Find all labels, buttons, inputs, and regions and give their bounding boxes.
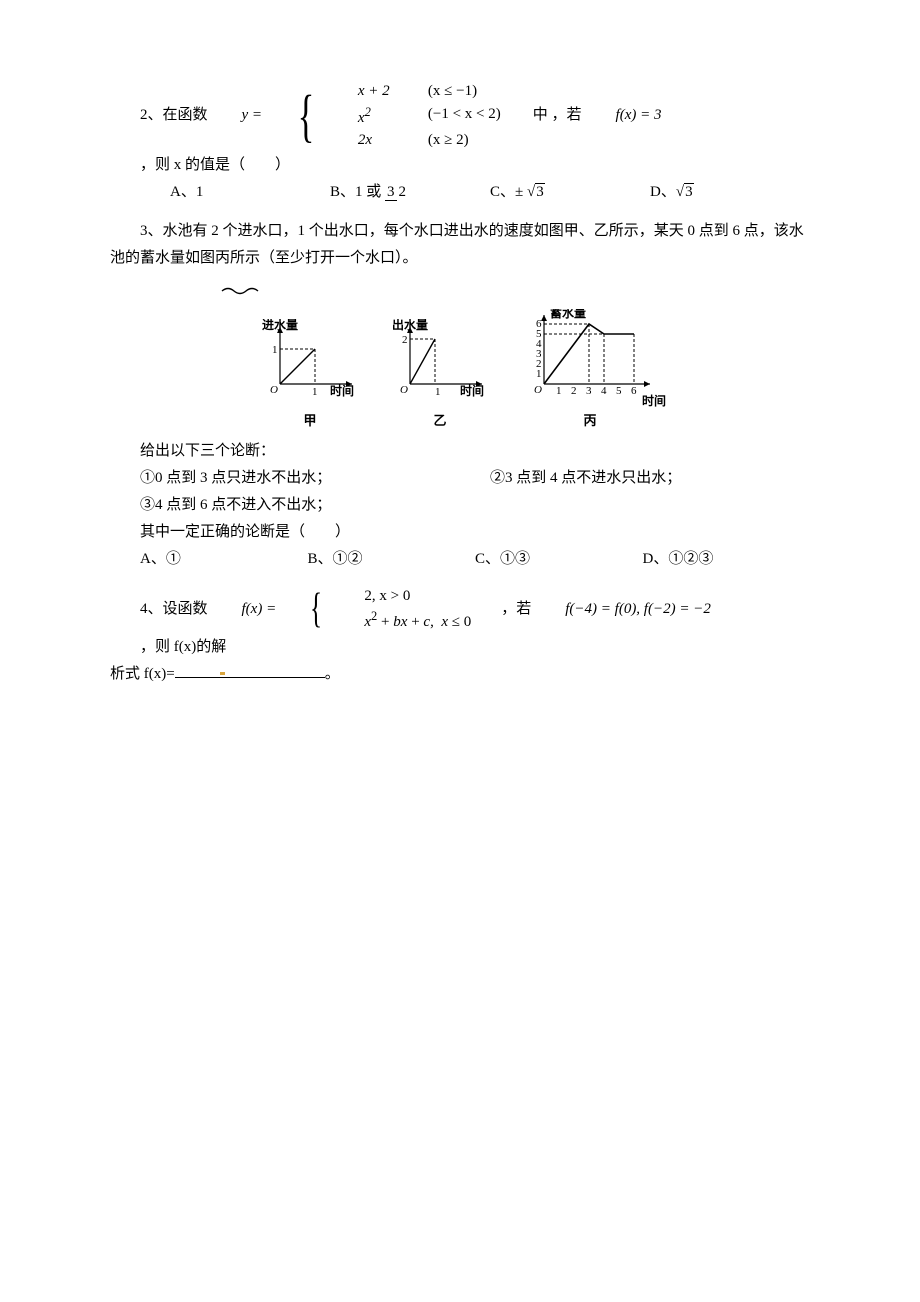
q3-stmt2: ②3 点到 4 点不进水只出水；	[460, 465, 810, 492]
chart-yi: 2 1 O 出水量 时间	[390, 319, 490, 397]
q3-stmt-row1: ①0 点到 3 点只进水不出水； ②3 点到 4 点不进水只出水；	[110, 465, 810, 492]
q4-line2-pre: 析式 f(x)=	[110, 666, 175, 682]
q4-line2: 析式 f(x)= 。	[110, 661, 810, 688]
q3-optA: A、①	[140, 546, 308, 573]
sqrt-icon: √3	[527, 183, 545, 200]
fig-yi-label: 乙	[390, 409, 490, 432]
left-brace-icon: {	[280, 93, 315, 139]
q2-stem: 2、在函数 y = { x + 2 (x ≤ −1) x2 (−1 < x < …	[110, 80, 810, 179]
q2-lhs: y =	[212, 102, 263, 129]
svg-text:6: 6	[536, 318, 542, 330]
q2-optC: C、± √3	[490, 179, 650, 206]
q4-tail1: ，则 f(x)的解	[110, 634, 226, 661]
q3-options: A、① B、①② C、①③ D、①②③	[110, 546, 810, 573]
question-3: 3、水池有 2 个进水口，1 个出水口，每个水口进出水的速度如图甲、乙所示，某天…	[110, 218, 810, 573]
q2-eq: f(x) = 3	[586, 102, 662, 129]
q3-figures: 1 1 O 进水量 时间 甲 2 1 O 出水量 时间	[110, 309, 810, 432]
fig-jia-label: 甲	[260, 409, 360, 432]
svg-text:6: 6	[631, 385, 637, 397]
svg-text:1: 1	[272, 344, 278, 356]
q3-optD: D、①②③	[643, 546, 811, 573]
q4-line2-end: 。	[325, 666, 340, 682]
answer-blank[interactable]	[175, 662, 325, 678]
question-2: 2、在函数 y = { x + 2 (x ≤ −1) x2 (−1 < x < …	[110, 80, 810, 206]
piece2-expr: x2	[328, 103, 398, 130]
q3-optB: B、①②	[308, 546, 476, 573]
fig-bing-label: 丙	[520, 409, 660, 432]
q4-lhs: f(x) =	[212, 596, 277, 623]
chart-jia: 1 1 O 进水量 时间	[260, 319, 360, 397]
svg-text:4: 4	[601, 385, 607, 397]
q4-sep: ，若	[471, 596, 531, 623]
q3-stmt-head: 给出以下三个论断：	[110, 438, 810, 465]
q2-optB: B、1 或 32	[330, 179, 490, 206]
chart-bing: 1 2 3 4 5 6 1 2 3 4 5 6 O 蓄水量	[520, 309, 660, 397]
figure-yi: 2 1 O 出水量 时间 乙	[390, 319, 490, 432]
svg-text:出水量: 出水量	[392, 319, 428, 332]
q2-mid: 中 ，若	[503, 102, 582, 129]
q2-optA: A、1	[170, 179, 330, 206]
svg-text:5: 5	[616, 385, 622, 397]
q4-prefix: 4、设函数	[110, 596, 208, 623]
q2-prefix: 2、在函数	[110, 102, 208, 129]
piece3-expr: 2x	[328, 129, 398, 152]
figure-jia: 1 1 O 进水量 时间 甲	[260, 319, 360, 432]
svg-text:2: 2	[571, 385, 577, 397]
piece1-cond: (x ≤ −1)	[398, 80, 477, 103]
fraction: 32	[385, 185, 408, 200]
question-4: 4、设函数 f(x) = { 2, x > 0 x2 + bx + c, x ≤…	[110, 585, 810, 688]
svg-text:O: O	[270, 384, 278, 396]
svg-text:时间: 时间	[460, 383, 484, 397]
fig-bing-xlabel: 时间	[642, 391, 666, 413]
svg-text:1: 1	[556, 385, 562, 397]
svg-text:时间: 时间	[330, 383, 354, 397]
svg-text:O: O	[534, 384, 542, 396]
q2-options: A、1 B、1 或 32 C、± √3 D、√3	[110, 179, 810, 206]
q3-prompt: 其中一定正确的论断是（ ）	[110, 519, 810, 546]
q3-intro: 3、水池有 2 个进水口，1 个出水口，每个水口进出水的速度如图甲、乙所示，某天…	[110, 218, 810, 272]
svg-text:3: 3	[586, 385, 592, 397]
svg-text:1: 1	[435, 386, 441, 397]
q2-tail: ，则 x 的值是（ ）	[110, 152, 290, 179]
q4-piecewise: 2, x > 0 x2 + bx + c, x ≤ 0	[334, 585, 471, 634]
left-brace-icon: {	[292, 593, 322, 627]
q2-optD: D、√3	[650, 179, 810, 206]
q4-line1: 4、设函数 f(x) = { 2, x > 0 x2 + bx + c, x ≤…	[110, 585, 810, 661]
q4-p2: x2 + bx + c, x ≤ 0	[334, 607, 471, 634]
q4-cond: f(−4) = f(0), f(−2) = −2	[535, 596, 711, 623]
q3-optC: C、①③	[475, 546, 643, 573]
svg-text:进水量: 进水量	[262, 319, 298, 332]
svg-text:O: O	[400, 384, 408, 396]
q2-piecewise: x + 2 (x ≤ −1) x2 (−1 < x < 2) 2x (x ≥ 2…	[328, 80, 501, 152]
figure-bing: 1 2 3 4 5 6 1 2 3 4 5 6 O 蓄水量 时间 丙	[520, 309, 660, 432]
piece2-cond: (−1 < x < 2)	[398, 103, 501, 130]
piece3-cond: (x ≥ 2)	[398, 129, 469, 152]
piece1-expr: x + 2	[328, 80, 398, 103]
q4-p1: 2, x > 0	[334, 585, 410, 608]
svg-text:2: 2	[402, 334, 408, 346]
svg-text:蓄水量: 蓄水量	[550, 309, 586, 320]
q3-stmt1: ①0 点到 3 点只进水不出水；	[110, 465, 460, 492]
q3-stmt3: ③4 点到 6 点不进入不出水；	[110, 492, 810, 519]
svg-text:1: 1	[312, 386, 318, 397]
squiggle-icon	[220, 285, 260, 295]
marker-icon	[220, 672, 225, 675]
sqrt-icon: √3	[676, 183, 694, 200]
